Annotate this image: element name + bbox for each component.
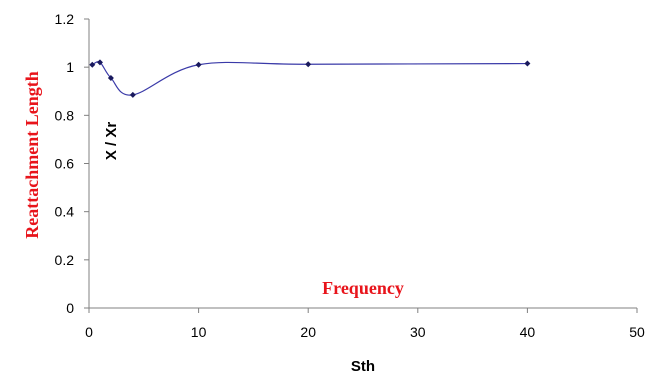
y-tick-label: 0: [66, 300, 74, 316]
x-tick-label: 0: [85, 324, 93, 340]
y-tick-label: 0.8: [55, 107, 75, 123]
data-point: [129, 91, 136, 98]
series-markers: [89, 59, 531, 98]
reattachment-length-label: Reattachment Length: [22, 71, 42, 238]
data-point: [305, 61, 312, 68]
data-point: [89, 61, 96, 68]
y-tick-label: 1.2: [55, 11, 75, 27]
data-point: [107, 75, 114, 82]
x-axis-ticks: 0 10 20 30 40 50: [85, 308, 645, 340]
x-tick-label: 50: [629, 324, 645, 340]
frequency-label: Frequency: [322, 278, 404, 298]
y-tick-label: 0.2: [55, 252, 75, 268]
axes: 0 0.2 0.4 0.6 0.8 1 1.2 0 10 20 30 40 50: [55, 11, 645, 340]
y-axis-title: X / Xr: [103, 122, 120, 161]
x-tick-label: 40: [520, 324, 536, 340]
y-tick-label: 0.4: [55, 204, 75, 220]
data-point: [524, 60, 531, 67]
x-tick-label: 30: [410, 324, 426, 340]
x-tick-label: 10: [191, 324, 207, 340]
y-tick-label: 0.6: [55, 156, 75, 172]
x-tick-label: 20: [300, 324, 316, 340]
data-point: [195, 61, 202, 68]
series-line: [92, 61, 528, 96]
plot-area: [89, 59, 531, 98]
y-tick-label: 1: [66, 59, 74, 75]
data-point: [96, 59, 103, 66]
x-axis-title: Sth: [351, 358, 375, 375]
y-axis-ticks: 0 0.2 0.4 0.6 0.8 1 1.2: [55, 11, 89, 316]
